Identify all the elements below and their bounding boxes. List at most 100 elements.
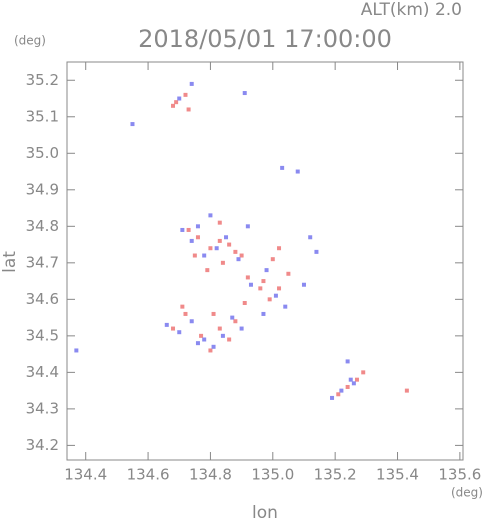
point — [224, 235, 229, 240]
point — [202, 253, 207, 258]
x-axis-title: lon — [252, 503, 278, 521]
point — [230, 315, 235, 320]
point — [248, 282, 253, 287]
point — [239, 253, 244, 258]
point — [183, 92, 188, 97]
point — [345, 384, 350, 389]
point — [258, 286, 263, 291]
point — [189, 319, 194, 324]
point — [183, 311, 188, 316]
point — [202, 337, 207, 342]
point — [195, 224, 200, 229]
point — [245, 275, 250, 280]
point — [211, 311, 216, 316]
point — [217, 326, 222, 331]
point — [208, 348, 213, 353]
point — [351, 381, 356, 386]
plot-frame — [66, 61, 464, 461]
point — [199, 333, 204, 338]
point — [233, 319, 238, 324]
x-tick-label: 134.8 — [189, 466, 232, 484]
point — [227, 242, 232, 247]
y-tick-label: 34.6 — [26, 290, 59, 308]
y-tick-label: 34.9 — [26, 180, 59, 198]
point — [186, 107, 191, 112]
point — [280, 165, 285, 170]
point — [180, 227, 185, 232]
point — [220, 260, 225, 265]
point — [261, 311, 266, 316]
point — [74, 348, 79, 353]
point — [186, 227, 191, 232]
point — [361, 370, 366, 375]
point — [214, 246, 219, 251]
point — [277, 246, 282, 251]
y-axis-title: lat — [0, 251, 20, 273]
point — [177, 96, 182, 101]
point — [261, 279, 266, 284]
point — [301, 282, 306, 287]
point — [180, 304, 185, 309]
x-tick-label: 134.6 — [127, 466, 170, 484]
point — [189, 238, 194, 243]
point — [242, 300, 247, 305]
x-tick-label: 135.6 — [438, 466, 481, 484]
point — [270, 257, 275, 262]
point — [130, 122, 135, 127]
y-tick-label: 34.8 — [26, 217, 59, 235]
point — [339, 388, 344, 393]
y-tick-label: 35.1 — [26, 107, 59, 125]
y-tick-label: 35.0 — [26, 144, 59, 162]
point — [192, 253, 197, 258]
point — [211, 344, 216, 349]
point — [242, 91, 247, 96]
chart-subtitle: ALT(km) 2.0 — [361, 0, 462, 20]
chart-title: 2018/05/01 17:00:00 — [138, 25, 392, 53]
point — [283, 304, 288, 309]
x-unit: (deg) — [451, 486, 483, 500]
y-tick-label: 34.4 — [26, 363, 59, 381]
x-tick-label: 135.2 — [314, 466, 357, 484]
point — [239, 326, 244, 331]
point — [330, 395, 335, 400]
point — [277, 286, 282, 291]
point — [205, 268, 210, 273]
y-tick-label: 34.7 — [26, 253, 59, 271]
point — [217, 220, 222, 225]
point — [171, 103, 176, 108]
x-tick-label: 135.4 — [376, 466, 419, 484]
point — [227, 337, 232, 342]
point — [245, 224, 250, 229]
point — [195, 235, 200, 240]
point — [171, 326, 176, 331]
point — [177, 330, 182, 335]
y-tick-label: 35.2 — [26, 71, 59, 89]
point — [348, 377, 353, 382]
point — [174, 100, 179, 105]
y-tick-label: 34.3 — [26, 399, 59, 417]
point — [195, 341, 200, 346]
x-tick-label: 134.4 — [64, 466, 107, 484]
point — [233, 249, 238, 254]
point — [308, 235, 313, 240]
point — [336, 392, 341, 397]
point — [236, 257, 241, 262]
point — [295, 169, 300, 174]
y-unit: (deg) — [14, 34, 46, 48]
y-tick-label: 34.5 — [26, 326, 59, 344]
y-tick-label: 34.2 — [26, 436, 59, 454]
point — [314, 249, 319, 254]
point — [267, 297, 272, 302]
point — [404, 388, 409, 393]
point — [217, 238, 222, 243]
point — [208, 246, 213, 251]
point — [286, 271, 291, 276]
point — [345, 359, 350, 364]
point — [264, 268, 269, 273]
point — [354, 377, 359, 382]
point — [273, 293, 278, 298]
point — [189, 81, 194, 86]
point — [220, 333, 225, 338]
point — [208, 213, 213, 218]
